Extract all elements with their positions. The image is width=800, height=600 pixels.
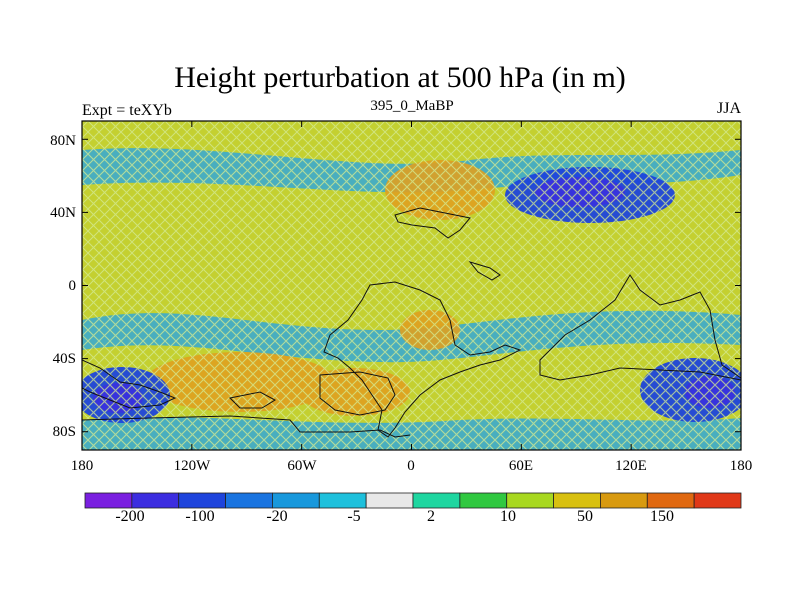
lon-label-180e: 180: [729, 458, 753, 474]
colorbar-label: 150: [650, 508, 674, 525]
colorbar-swatch: [318, 492, 367, 509]
lat-label-80s: 80S: [52, 424, 76, 440]
colorbar-swatch: [178, 492, 226, 509]
colorbar-swatch: [693, 492, 742, 509]
experiment-label: Expt = teXYb: [82, 102, 172, 119]
colorbar-label: 2: [427, 508, 435, 525]
longitude-ticks: [81, 121, 742, 450]
season-label: JJA: [716, 100, 741, 117]
colorbar-swatch: [412, 492, 461, 509]
colorbar-swatch: [365, 492, 414, 509]
field-layer: [82, 121, 741, 450]
lon-label-0: 0: [407, 458, 415, 474]
latitude-ticks: [82, 138, 741, 433]
lat-label-40n: 40N: [50, 205, 76, 221]
map-title: Height perturbation at 500 hPa (in m): [174, 61, 626, 94]
hatch-highlight: [82, 121, 741, 450]
colorbar: [84, 492, 742, 509]
colorbar-swatch: [506, 492, 554, 509]
colorbar-label: -5: [347, 508, 361, 525]
colorbar-swatch: [272, 492, 320, 509]
lon-label-120e: 120E: [615, 458, 647, 474]
colorbar-swatch: [225, 492, 273, 509]
colorbar-label: -100: [185, 508, 215, 525]
colorbar-label: 10: [500, 508, 516, 525]
lon-label-60e: 60E: [508, 458, 534, 474]
lat-label-80n: 80N: [50, 133, 76, 149]
colorbar-label: -20: [266, 508, 288, 525]
lon-label-180w: 180: [70, 458, 94, 474]
continent-outlines: [82, 207, 741, 438]
lat-label-40s: 40S: [52, 351, 76, 367]
case-label: 395_0_MaBP: [370, 98, 454, 114]
colorbar-swatch: [131, 492, 180, 509]
colorbar-swatch: [600, 492, 648, 509]
colorbar-swatch: [84, 492, 133, 509]
colorbar-label: -200: [115, 508, 145, 525]
lon-label-60w: 60W: [287, 458, 317, 474]
lon-label-120w: 120W: [173, 458, 211, 474]
colorbar-swatch: [459, 492, 508, 509]
lat-label-eq: 0: [68, 278, 77, 294]
colorbar-label: 50: [577, 508, 593, 525]
colorbar-swatch: [553, 492, 601, 509]
colorbar-swatch: [646, 492, 695, 509]
